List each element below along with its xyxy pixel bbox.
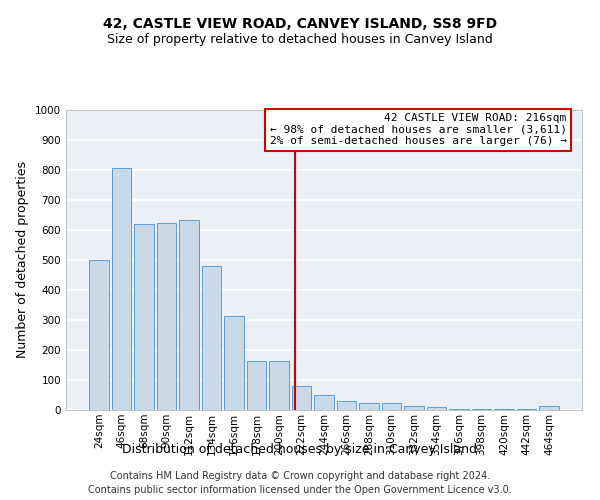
- Bar: [494, 409, 514, 410]
- Bar: [202, 266, 221, 410]
- Y-axis label: Number of detached properties: Number of detached properties: [16, 162, 29, 358]
- Text: Distribution of detached houses by size in Canvey Island: Distribution of detached houses by size …: [122, 442, 478, 456]
- Bar: [517, 409, 536, 410]
- Bar: [337, 401, 356, 410]
- Bar: [157, 223, 176, 410]
- Bar: [292, 386, 311, 410]
- Bar: [314, 395, 334, 410]
- Text: 42 CASTLE VIEW ROAD: 216sqm
← 98% of detached houses are smaller (3,611)
2% of s: 42 CASTLE VIEW ROAD: 216sqm ← 98% of det…: [269, 113, 566, 146]
- Bar: [179, 220, 199, 410]
- Bar: [404, 406, 424, 410]
- Bar: [472, 409, 491, 410]
- Bar: [382, 404, 401, 410]
- Bar: [247, 361, 266, 410]
- Bar: [427, 407, 446, 410]
- Bar: [269, 361, 289, 410]
- Bar: [89, 260, 109, 410]
- Bar: [134, 224, 154, 410]
- Bar: [449, 408, 469, 410]
- Bar: [224, 316, 244, 410]
- Text: 42, CASTLE VIEW ROAD, CANVEY ISLAND, SS8 9FD: 42, CASTLE VIEW ROAD, CANVEY ISLAND, SS8…: [103, 18, 497, 32]
- Bar: [539, 406, 559, 410]
- Text: Contains HM Land Registry data © Crown copyright and database right 2024.
Contai: Contains HM Land Registry data © Crown c…: [88, 471, 512, 495]
- Bar: [112, 168, 131, 410]
- Bar: [359, 402, 379, 410]
- Text: Size of property relative to detached houses in Canvey Island: Size of property relative to detached ho…: [107, 32, 493, 46]
